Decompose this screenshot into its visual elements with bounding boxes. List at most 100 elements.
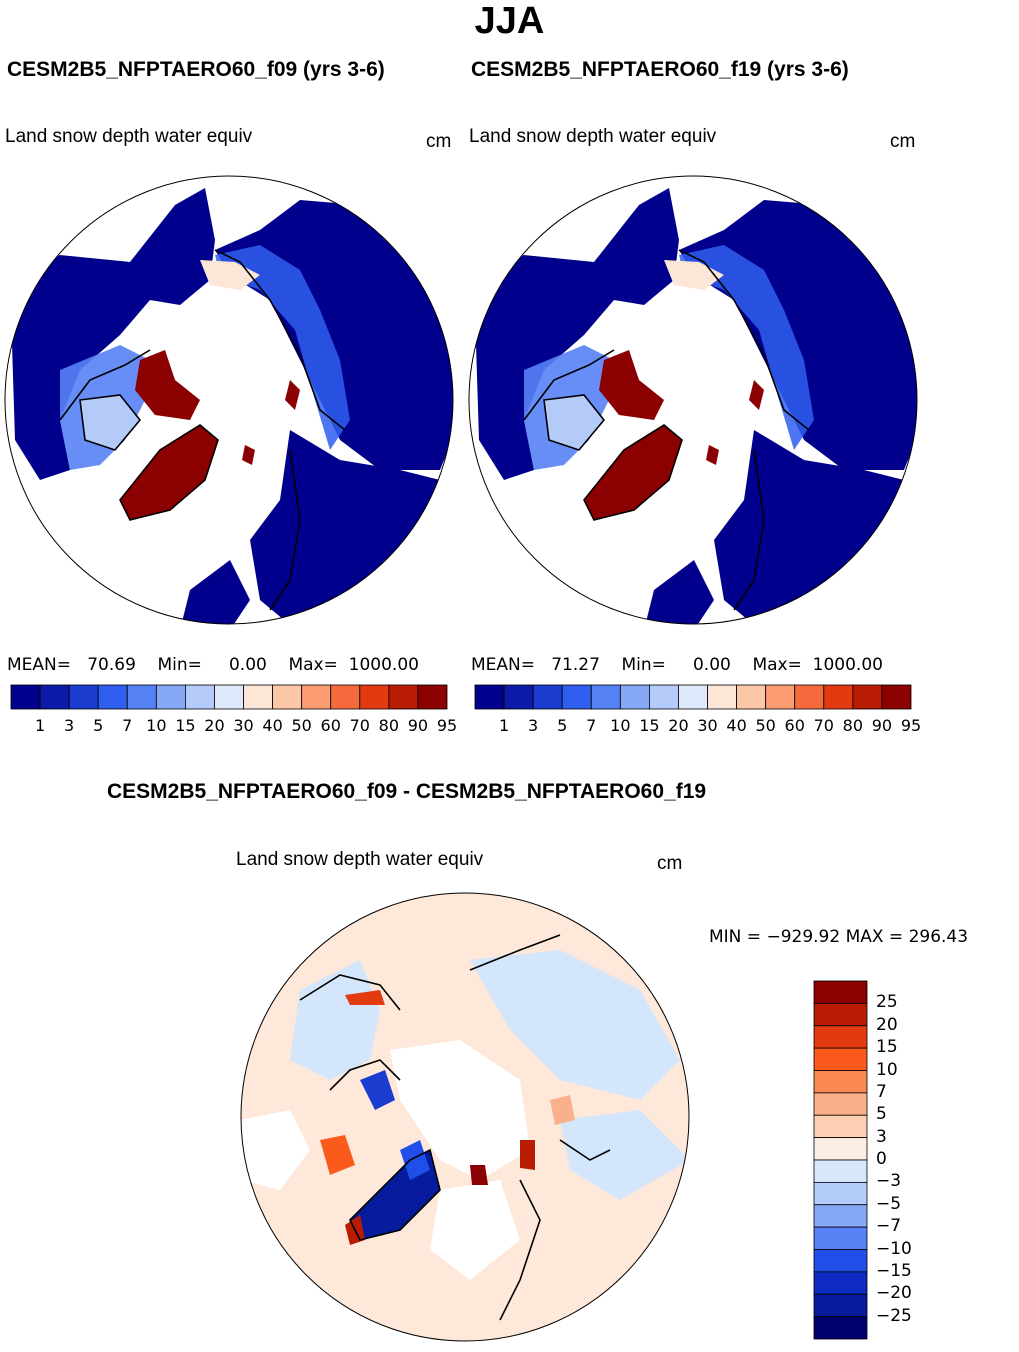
colorbar-tick-label: 60 (784, 716, 805, 735)
colorbar-swatch (813, 1025, 868, 1049)
arctic-islands-snow (135, 350, 200, 420)
colorbar-tick-label: 15 (876, 1037, 898, 1058)
colorbar-swatch (619, 684, 650, 710)
colorbar-tick-label: 95 (436, 716, 458, 735)
colorbar-swatch (126, 684, 157, 710)
difference-colorbar (813, 980, 868, 1340)
colorbar-tick-label: 50 (291, 716, 312, 735)
colorbar-tick-label: 80 (378, 716, 400, 735)
colorbar-tick-label: −5 (876, 1193, 902, 1214)
colorbar-swatch (813, 1114, 868, 1139)
difference-map-border (240, 892, 690, 1342)
left-variable-label: Land snow depth water equiv (5, 126, 253, 147)
colorbar-swatch (813, 980, 868, 1004)
colorbar-tick-label: 7 (586, 716, 597, 735)
colorbar-swatch (503, 684, 534, 710)
colorbar-tick-label: 10 (610, 716, 631, 735)
diff-blue-patch-2 (360, 1070, 395, 1110)
right-map (469, 176, 917, 624)
left-colorbar (10, 684, 448, 710)
colorbar-tick-label: 40 (262, 716, 283, 735)
left-units-label: cm (426, 131, 452, 152)
colorbar-tick-label: −3 (876, 1171, 902, 1192)
colorbar-swatch (214, 684, 244, 710)
diff-red-patch-5 (520, 1140, 535, 1170)
diff-red-patch-4 (470, 1165, 488, 1185)
arctic-islands-snow-r (599, 350, 664, 420)
colorbar-swatch (68, 684, 99, 710)
right-panel-title: CESM2B5_NFPTAERO60_f19 (yrs 3-6) (471, 58, 849, 81)
diff-negative-zone-2 (470, 950, 680, 1100)
colorbar-tick-label: 15 (175, 716, 196, 735)
colorbar-tick-label: 70 (813, 716, 834, 735)
diff-orange-patch (550, 1095, 575, 1125)
difference-units-label: cm (657, 853, 683, 874)
no-data-2 (430, 1180, 520, 1280)
colorbar-swatch (823, 684, 854, 710)
right-variable-label: Land snow depth water equiv (469, 126, 717, 147)
right-colorbar (474, 684, 912, 710)
colorbar-swatch (590, 684, 621, 710)
colorbar-swatch (155, 684, 186, 710)
colorbar-swatch (813, 1249, 868, 1273)
diff-red-patch-2 (320, 1135, 355, 1175)
left-coastlines (59, 249, 346, 611)
scandinavia-light-r (544, 395, 604, 450)
svalbard-snow-r (749, 380, 764, 410)
colorbar-tick-label: −15 (876, 1260, 912, 1281)
island-snow (242, 445, 255, 465)
left-map (5, 176, 453, 624)
colorbar-tick-label: 7 (876, 1081, 887, 1102)
colorbar-swatch (388, 684, 419, 710)
colorbar-swatch (813, 1002, 868, 1027)
colorbar-tick-label: 5 (876, 1104, 887, 1125)
svalbard-snow (285, 380, 300, 410)
colorbar-swatch (184, 684, 215, 710)
colorbar-swatch (243, 684, 274, 710)
difference-coastlines (299, 934, 611, 1321)
colorbar-swatch (10, 684, 41, 710)
scandinavia-light (80, 395, 140, 450)
island-snow-r (706, 445, 719, 465)
colorbar-swatch (359, 684, 390, 710)
colorbar-tick-label: −25 (876, 1305, 912, 1326)
colorbar-tick-label: 70 (349, 716, 370, 735)
diff-negative-zone-3 (560, 1110, 689, 1200)
colorbar-tick-label: 3 (876, 1126, 887, 1147)
colorbar-swatch (417, 684, 448, 710)
colorbar-swatch (852, 684, 883, 710)
colorbar-tick-label: 5 (93, 716, 104, 735)
difference-title: CESM2B5_NFPTAERO60_f09 - CESM2B5_NFPTAER… (107, 780, 707, 803)
difference-min-max: MIN = −929.92 MAX = 296.43 (709, 927, 969, 947)
colorbar-tick-label: 3 (64, 716, 75, 735)
colorbar-tick-label: 20 (876, 1014, 898, 1035)
colorbar-tick-label: −10 (876, 1238, 912, 1259)
arctic-ocean (390, 1040, 530, 1180)
colorbar-tick-label: 40 (726, 716, 747, 735)
colorbar-tick-label: 20 (204, 716, 225, 735)
colorbar-swatch (881, 684, 912, 710)
colorbar-swatch (813, 1047, 868, 1071)
difference-variable-label: Land snow depth water equiv (236, 849, 484, 870)
colorbar-tick-label: 1 (34, 716, 46, 735)
colorbar-swatch (707, 684, 738, 710)
colorbar-tick-label: 80 (842, 716, 864, 735)
colorbar-tick-label: 95 (900, 716, 922, 735)
right-units-label: cm (890, 131, 916, 152)
colorbar-swatch (813, 1204, 868, 1228)
season-title: JJA (474, 0, 545, 42)
left-panel-title: CESM2B5_NFPTAERO60_f09 (yrs 3-6) (7, 58, 385, 81)
colorbar-swatch (813, 1092, 868, 1116)
right-stats: MEAN= 71.27 Min= 0.00 Max= 1000.00 (471, 655, 883, 675)
colorbar-swatch (330, 684, 361, 710)
colorbar-swatch (813, 1137, 868, 1161)
colorbar-swatch (794, 684, 825, 710)
colorbar-swatch (39, 684, 70, 710)
colorbar-tick-label: 1 (498, 716, 510, 735)
colorbar-tick-label: 10 (876, 1059, 898, 1080)
colorbar-tick-label: 10 (146, 716, 167, 735)
colorbar-tick-label: 7 (122, 716, 133, 735)
colorbar-tick-label: 25 (876, 992, 898, 1013)
colorbar-swatch (813, 1293, 868, 1318)
diff-red-patch-3 (345, 990, 385, 1005)
